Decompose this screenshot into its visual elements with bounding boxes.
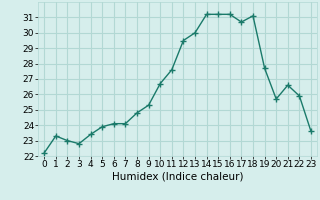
X-axis label: Humidex (Indice chaleur): Humidex (Indice chaleur) — [112, 172, 243, 182]
